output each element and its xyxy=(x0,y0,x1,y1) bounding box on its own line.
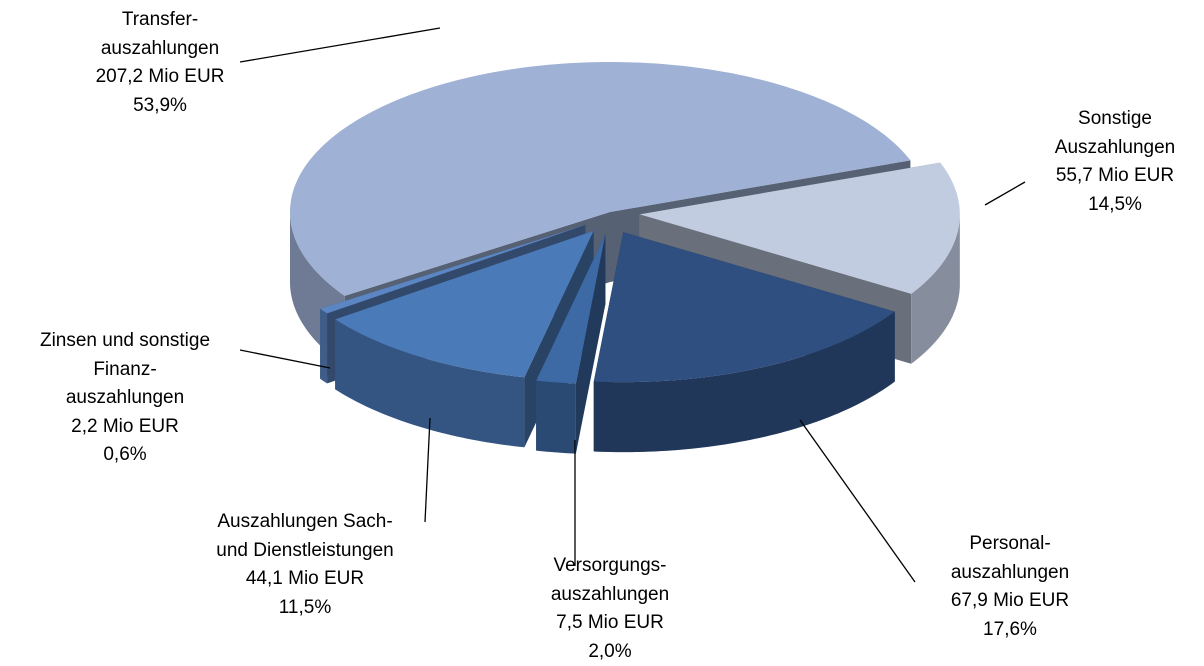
amount-label: 55,7 Mio EUR xyxy=(1055,165,1175,186)
slice xyxy=(290,62,911,296)
value-label: 17,6% xyxy=(983,618,1037,640)
leader-line xyxy=(984,181,1026,206)
slice-side-shade xyxy=(536,380,576,454)
slice xyxy=(335,230,594,378)
slice-side xyxy=(320,308,328,384)
value-label: 11,5% xyxy=(278,596,332,618)
value-label: 2,0% xyxy=(588,640,632,662)
category-name: Versorgungs- auszahlungen xyxy=(550,555,670,605)
amount-label: 2,2 Mio EUR xyxy=(71,415,179,437)
leader-line xyxy=(239,27,441,63)
slice xyxy=(320,224,586,314)
leader-line xyxy=(239,349,331,369)
slices xyxy=(290,62,960,454)
slice xyxy=(593,232,895,383)
slice xyxy=(639,162,960,294)
slice xyxy=(536,234,606,384)
slice-label: Auszahlungen Sach- und Dienstleistungen 4… xyxy=(216,508,393,622)
slice-label: Zinsen und sonstige Finanz- auszahlungen… xyxy=(40,327,210,470)
leader-line xyxy=(424,417,431,523)
category-name: Auszahlungen Sach- und Dienstleistungen xyxy=(216,511,394,561)
slice-side xyxy=(911,215,960,364)
category-name: Transfer- auszahlungen xyxy=(100,9,220,59)
value-label: 53,9% xyxy=(133,94,187,116)
value-label: 14,5% xyxy=(1088,193,1142,215)
slice-side xyxy=(593,311,895,453)
slice-label: Transfer- auszahlungen 207,2 Mio EUR 53,9% xyxy=(96,6,225,120)
amount-label: 67,9 Mio EUR xyxy=(950,590,1070,611)
category-name: Zinsen und sonstige Finanz- auszahlungen xyxy=(39,330,211,408)
category-name: Personal- auszahlungen xyxy=(950,533,1070,583)
amount-label: 7,5 Mio EUR xyxy=(556,612,664,633)
leader-line xyxy=(799,419,916,583)
amount-label: 44,1 Mio EUR xyxy=(245,568,365,589)
amount-label: 207,2 Mio EUR xyxy=(95,66,225,87)
slice-side-shade xyxy=(593,311,895,453)
value-label: 0,6% xyxy=(103,444,147,465)
slice-label: Personal- auszahlungen 67,9 Mio EUR 17,6% xyxy=(951,530,1069,644)
slice-side-shade xyxy=(320,308,328,384)
slice-side-shade xyxy=(335,319,525,448)
category-name: Sonstige Auszahlungen xyxy=(1054,108,1176,158)
slice-side xyxy=(536,380,576,454)
slice-side xyxy=(335,319,525,448)
slice-side-shade xyxy=(911,215,960,364)
slice-label: Versorgungs- auszahlungen 7,5 Mio EUR 2,0% xyxy=(551,552,669,666)
slice-label: Sonstige Auszahlungen 55,7 Mio EUR 14,5% xyxy=(1055,105,1175,219)
